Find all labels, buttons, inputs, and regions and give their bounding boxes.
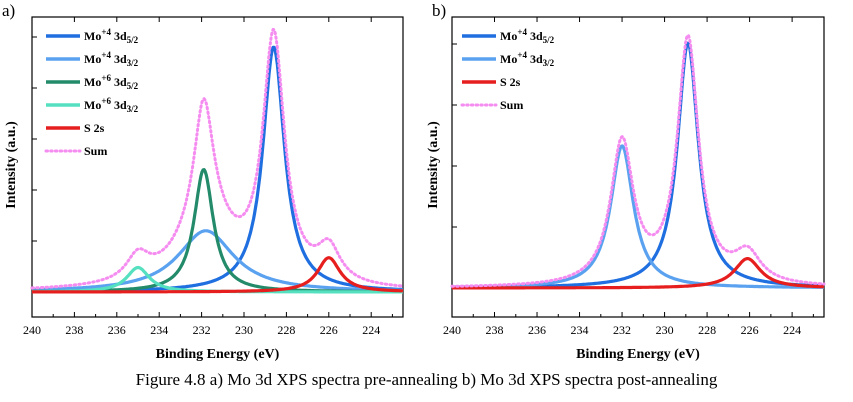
x-tick-label: 232 [613,323,631,337]
plot-frame [451,16,825,318]
x-tick-label: 228 [277,323,295,337]
series-line-mo-6-3d5-2 [31,168,404,294]
legend: Mo+4 3d5/2 Mo+4 3d3/2 S 2s Sum [460,27,555,112]
legend-label: Mo+4 3d3/2 [84,50,139,68]
y-axis-label: Intensity (a.u.) [4,121,19,209]
y-axis-label: Intensity (a.u.) [426,121,441,209]
x-axis-label: Binding Energy (eV) [576,347,700,362]
x-tick-label: 226 [320,323,338,337]
x-tick-label: 226 [741,323,759,337]
x-tick-label: 228 [698,323,716,337]
x-tick-label: 236 [528,323,546,337]
x-tick-label: 240 [23,323,41,337]
x-tick-label: 236 [108,323,126,337]
legend-label: Mo+4 3d5/2 [500,27,555,45]
series-line-s-2s [31,256,404,294]
x-tick-label: 234 [571,323,589,337]
panel-label: b) [432,1,446,20]
legend-label: Sum [500,98,523,112]
series-line-sum [450,33,826,288]
figure-caption: Figure 4.8 a) Mo 3d XPS spectra pre-anne… [135,370,718,389]
x-tick-label: 224 [362,323,380,337]
legend-label: S 2s [84,121,105,135]
x-tick-label: 238 [486,323,504,337]
x-tick-label: 234 [150,323,168,337]
x-tick-label: 240 [443,323,461,337]
legend-label: Mo+4 3d5/2 [84,27,139,45]
x-tick-label: 230 [656,323,674,337]
x-tick-label: 232 [193,323,211,337]
panel-label: a) [2,1,15,20]
legend-label: Mo+6 3d5/2 [84,73,139,91]
legend-label: Sum [84,144,107,158]
legend-label: S 2s [500,75,521,89]
legend-label: Mo+4 3d3/2 [500,50,555,68]
x-tick-label: 224 [783,323,801,337]
x-tick-label: 230 [235,323,253,337]
series-line-s-2s [451,257,825,290]
x-axis-label: Binding Energy (eV) [156,347,280,362]
legend: Mo+4 3d5/2 Mo+4 3d3/2 Mo+6 3d5/2 Mo+6 3d3/2… [44,27,139,158]
series-line-mo-4-3d3-2 [451,144,825,289]
plot-frame [31,16,404,318]
legend-label: Mo+6 3d3/2 [84,96,139,114]
x-tick-label: 238 [65,323,83,337]
series-line-sum [30,27,405,290]
